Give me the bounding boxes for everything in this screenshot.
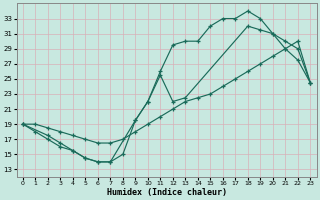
X-axis label: Humidex (Indice chaleur): Humidex (Indice chaleur) (107, 188, 227, 197)
